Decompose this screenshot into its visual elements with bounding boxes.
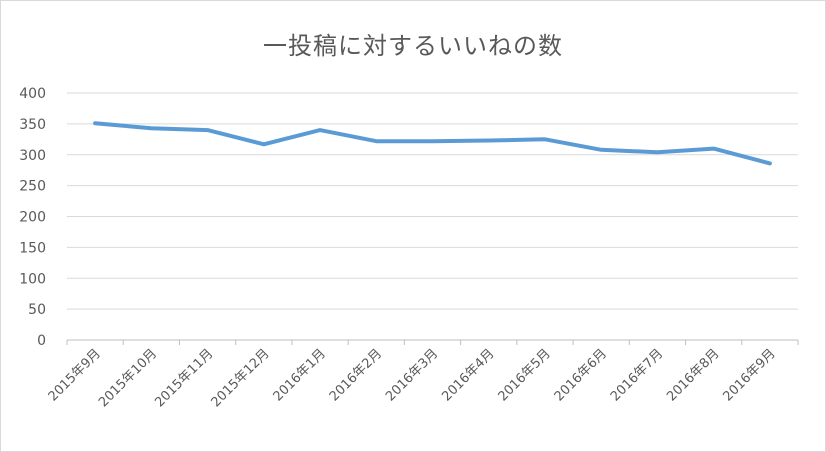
x-tick-label: 2016年6月 bbox=[552, 346, 610, 404]
x-tick-label: 2015年10月 bbox=[96, 346, 160, 410]
x-tick-label: 2016年9月 bbox=[720, 346, 778, 404]
y-tick-label: 250 bbox=[19, 179, 46, 195]
chart-title: 一投稿に対するいいねの数 bbox=[263, 32, 563, 60]
x-tick-label: 2016年1月 bbox=[271, 346, 329, 404]
y-tick-label: 150 bbox=[19, 240, 46, 256]
y-tick-label: 300 bbox=[19, 148, 46, 164]
x-tick-label: 2016年4月 bbox=[439, 346, 497, 404]
x-tick-label: 2016年7月 bbox=[608, 346, 666, 404]
y-tick-label: 350 bbox=[19, 117, 46, 133]
x-tick-label: 2016年3月 bbox=[383, 346, 441, 404]
x-tick-label: 2015年9月 bbox=[46, 346, 104, 404]
x-tick-label: 2016年8月 bbox=[664, 346, 722, 404]
x-tick-label: 2015年12月 bbox=[209, 346, 273, 410]
series-line bbox=[93, 121, 772, 166]
y-tick-label: 100 bbox=[19, 271, 46, 287]
x-tick-label: 2015年11月 bbox=[152, 346, 216, 410]
x-tick-label: 2016年2月 bbox=[327, 346, 385, 404]
y-tick-label: 50 bbox=[28, 302, 46, 318]
x-tick-label: 2016年5月 bbox=[496, 346, 554, 404]
y-tick-label: 400 bbox=[19, 86, 46, 102]
y-tick-label: 0 bbox=[37, 333, 46, 349]
y-tick-label: 200 bbox=[19, 210, 46, 226]
